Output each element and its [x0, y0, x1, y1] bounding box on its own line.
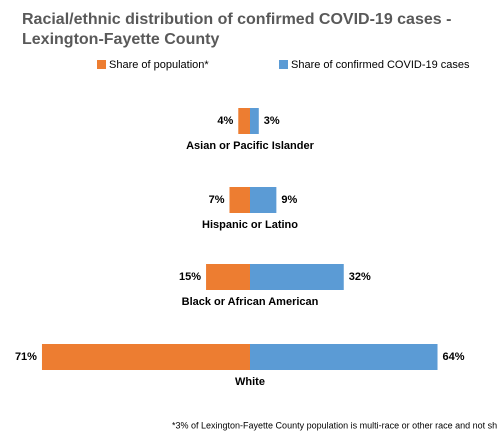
- bar: [250, 344, 438, 370]
- category-label: Hispanic or Latino: [202, 219, 298, 231]
- legend-swatch: [97, 60, 106, 69]
- bar: [250, 108, 259, 134]
- data-label: 3%: [264, 115, 280, 127]
- bar: [41, 344, 250, 370]
- bar: [238, 108, 250, 134]
- data-label: 71%: [15, 351, 37, 363]
- bar: [229, 187, 250, 213]
- data-label: 15%: [179, 271, 201, 283]
- chart-title: Racial/ethnic distribution of confirmed …: [22, 11, 452, 48]
- category-label: Asian or Pacific Islander: [186, 140, 314, 152]
- category-label: White: [235, 376, 265, 388]
- legend-label: Share of population*: [109, 59, 209, 71]
- data-label: 9%: [281, 194, 297, 206]
- category-label: Black or African American: [182, 296, 319, 308]
- legend-swatch: [279, 60, 288, 69]
- bar: [250, 264, 344, 290]
- data-label: 4%: [217, 115, 233, 127]
- bar: [206, 264, 250, 290]
- legend-label: Share of confirmed COVID-19 cases: [291, 59, 470, 71]
- data-label: 7%: [209, 194, 225, 206]
- data-label: 32%: [349, 271, 371, 283]
- bar: [250, 187, 277, 213]
- footnote: *3% of Lexington-Fayette County populati…: [172, 420, 497, 430]
- data-label: 64%: [443, 351, 465, 363]
